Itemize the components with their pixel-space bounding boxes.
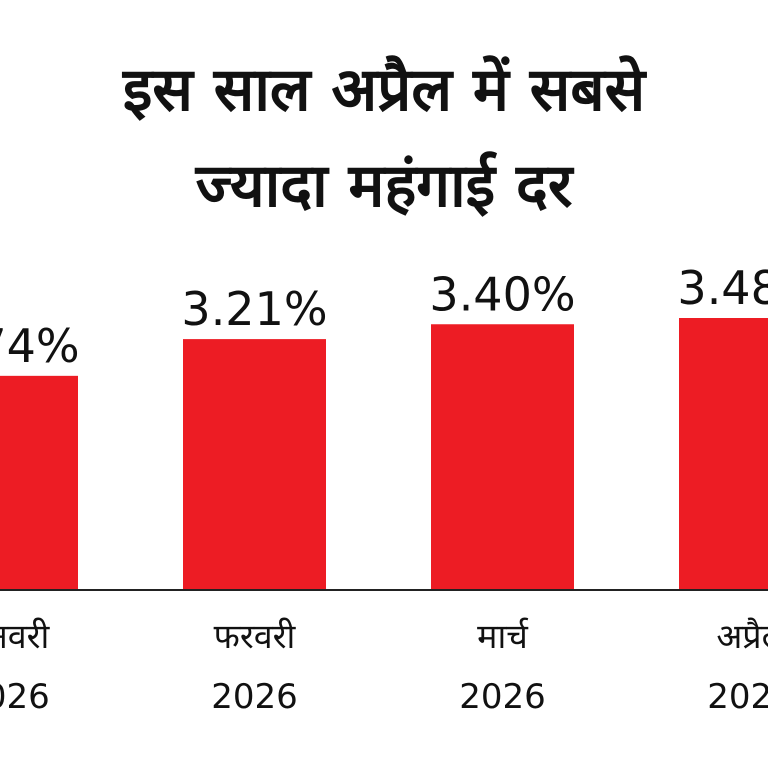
category-label-month-2: फरवरी <box>214 617 297 657</box>
bar-1 <box>0 375 78 590</box>
chart-title-line-1: इस साल अप्रैल में सबसे <box>122 55 646 125</box>
category-label-year-2: 2026 <box>211 677 298 717</box>
value-label-4: 3.48% <box>677 261 768 315</box>
bar-3 <box>431 324 574 590</box>
category-label-year-1: 2026 <box>0 677 50 717</box>
chart-title: इस साल अप्रैल में सबसे ज्यादा महंगाई दर <box>0 42 768 234</box>
value-label-2: 3.21% <box>181 282 327 336</box>
bar-2 <box>183 339 326 590</box>
value-label-3: 3.40% <box>429 267 575 321</box>
chart-title-line-2: ज्यादा महंगाई दर <box>195 151 573 221</box>
category-label-month-1: जनवरी <box>0 617 51 657</box>
category-label-month-3: मार्च <box>477 617 529 657</box>
value-label-1: 2.74% <box>0 319 80 373</box>
category-label-year-4: 2026 <box>707 677 768 717</box>
category-label-year-3: 2026 <box>459 677 546 717</box>
bar-4 <box>679 318 768 590</box>
category-label-month-4: अप्रैल <box>716 617 768 657</box>
